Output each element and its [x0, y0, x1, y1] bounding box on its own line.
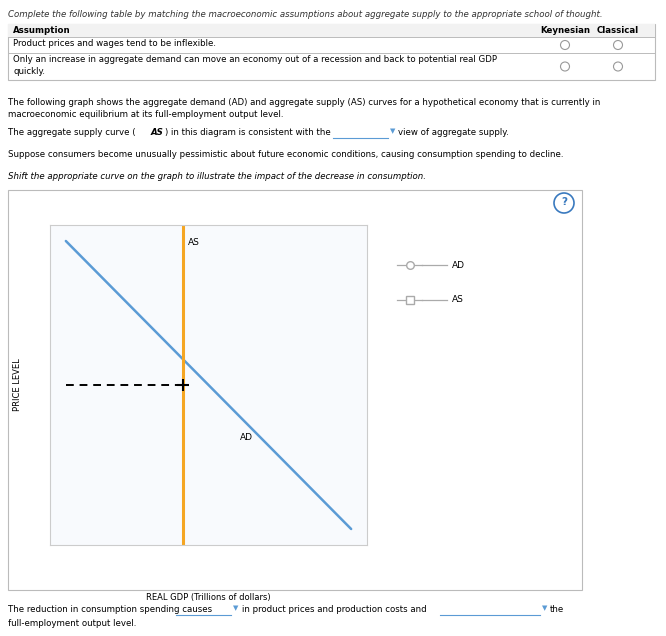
Text: quickly.: quickly. — [13, 67, 45, 76]
Bar — [8, 24, 655, 80]
Text: Suppose consumers become unusually pessimistic about future economic conditions,: Suppose consumers become unusually pessi… — [8, 150, 563, 159]
Text: ▼: ▼ — [542, 605, 547, 611]
Text: Classical: Classical — [597, 26, 639, 35]
Text: ) in this diagram is consistent with the: ) in this diagram is consistent with the — [165, 128, 331, 137]
Text: The aggregate supply curve (: The aggregate supply curve ( — [8, 128, 136, 137]
Text: The reduction in consumption spending causes: The reduction in consumption spending ca… — [8, 605, 212, 614]
Text: the: the — [550, 605, 564, 614]
Text: Shift the appropriate curve on the graph to illustrate the impact of the decreas: Shift the appropriate curve on the graph… — [8, 172, 426, 181]
Text: PRICE LEVEL: PRICE LEVEL — [13, 359, 23, 411]
Bar — [8, 190, 582, 590]
Text: Keynesian: Keynesian — [540, 26, 590, 35]
Text: full-employment output level.: full-employment output level. — [8, 619, 137, 628]
Text: ▼: ▼ — [390, 128, 396, 134]
Text: in product prices and production costs and: in product prices and production costs a… — [242, 605, 427, 614]
Text: AS: AS — [452, 296, 464, 305]
Text: AS: AS — [151, 128, 164, 137]
Text: REAL GDP (Trillions of dollars): REAL GDP (Trillions of dollars) — [147, 593, 271, 602]
Text: AD: AD — [452, 261, 465, 270]
Text: AD: AD — [240, 433, 253, 442]
Text: ▼: ▼ — [233, 605, 238, 611]
Text: The following graph shows the aggregate demand (AD) and aggregate supply (AS) cu: The following graph shows the aggregate … — [8, 98, 600, 107]
Text: ?: ? — [561, 197, 567, 207]
Text: Product prices and wages tend to be inflexible.: Product prices and wages tend to be infl… — [13, 39, 216, 48]
Bar — [8, 24, 655, 37]
Text: Assumption: Assumption — [13, 26, 71, 35]
Text: AS: AS — [188, 238, 200, 247]
Text: Complete the following table by matching the macroeconomic assumptions about agg: Complete the following table by matching… — [8, 10, 603, 19]
Text: Only an increase in aggregate demand can move an economy out of a recession and : Only an increase in aggregate demand can… — [13, 55, 497, 64]
Circle shape — [554, 193, 574, 213]
Text: view of aggregate supply.: view of aggregate supply. — [398, 128, 509, 137]
Text: macroeconomic equilibrium at its full-employment output level.: macroeconomic equilibrium at its full-em… — [8, 110, 284, 119]
